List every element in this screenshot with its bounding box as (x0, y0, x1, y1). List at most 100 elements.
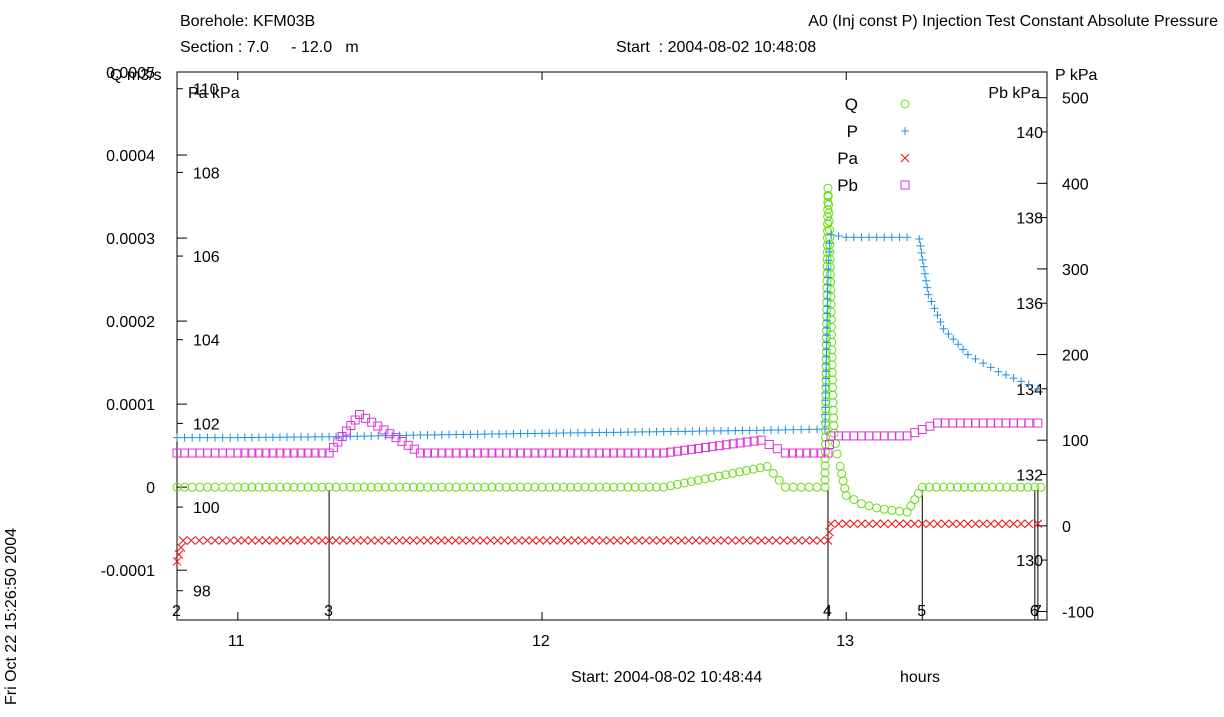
data-point (1001, 370, 1010, 379)
data-point (240, 482, 250, 492)
data-point (240, 536, 250, 545)
data-point (821, 410, 830, 419)
data-point (823, 536, 833, 545)
data-point (731, 426, 740, 435)
data-point (616, 448, 626, 458)
data-point (573, 428, 582, 437)
data-point (749, 436, 759, 446)
data-point (408, 482, 418, 492)
data-point (247, 448, 257, 458)
data-point (580, 482, 590, 492)
data-point (1033, 384, 1042, 393)
data-point (423, 482, 433, 492)
data-point (835, 461, 845, 471)
data-point (430, 448, 440, 458)
data-point (820, 475, 830, 485)
data-point (801, 536, 811, 545)
data-point (709, 426, 718, 435)
q-tick-label: 0.0003 (106, 231, 155, 248)
data-point (275, 536, 285, 545)
pa-axis-ticks: 98 100 102 104 106 108 110 (177, 82, 220, 601)
data-point (748, 464, 758, 474)
data-point (714, 441, 724, 451)
data-point (948, 418, 958, 428)
data-point (225, 536, 235, 545)
data-point (900, 153, 910, 163)
data-point (959, 482, 969, 492)
data-point (734, 536, 744, 545)
data-point (666, 427, 675, 436)
data-point (988, 482, 998, 492)
data-point (749, 536, 759, 545)
data-point (566, 428, 575, 437)
data-point (380, 536, 390, 545)
data-point (895, 519, 904, 529)
data-point (194, 536, 204, 545)
data-point (822, 324, 831, 333)
data-point (900, 99, 910, 109)
series-pb (172, 410, 1043, 458)
data-point (939, 324, 948, 333)
data-point (551, 482, 561, 492)
data-point (794, 536, 803, 545)
data-point (408, 536, 418, 545)
data-point (716, 426, 725, 435)
data-point (887, 233, 896, 242)
data-point (598, 536, 608, 545)
data-point (789, 425, 798, 434)
data-point (479, 536, 488, 545)
data-point (494, 448, 504, 458)
data-point (826, 519, 836, 529)
data-point (887, 519, 897, 529)
data-point (822, 345, 831, 354)
data-point (917, 519, 927, 529)
data-point (268, 433, 277, 442)
data-point (473, 448, 483, 458)
data-point (936, 318, 945, 327)
data-point (195, 482, 205, 492)
data-point (516, 429, 525, 438)
q-tick-label: 0.0005 (106, 65, 155, 82)
data-point (804, 482, 814, 492)
data-point (825, 262, 835, 272)
data-point (927, 297, 936, 306)
data-point (967, 482, 977, 492)
data-point (925, 421, 935, 431)
data-point (394, 536, 404, 545)
event-label: 2 (172, 603, 181, 620)
data-point (591, 536, 601, 545)
start-bottom-label: Start: 2004-08-02 10:48:44 (571, 669, 762, 686)
data-point (566, 448, 576, 458)
data-point (338, 536, 348, 545)
data-point (825, 247, 834, 256)
data-point (594, 448, 604, 458)
data-point (917, 424, 927, 434)
data-point (755, 463, 765, 473)
data-point (437, 536, 446, 545)
pa-tick-label: 104 (193, 333, 220, 350)
data-point (698, 536, 708, 545)
data-point (986, 519, 996, 529)
x-tick-label: 13 (836, 633, 854, 650)
data-point (303, 448, 313, 458)
data-point (559, 429, 568, 438)
data-point (764, 439, 774, 449)
data-point (282, 448, 292, 458)
data-point (938, 482, 948, 492)
legend-label: Q (845, 95, 858, 114)
p-tick-label: 500 (1062, 91, 1089, 108)
data-point (366, 536, 376, 545)
data-point (720, 536, 729, 545)
data-point (1036, 482, 1046, 492)
data-point (437, 482, 447, 492)
test-title: A0 (Inj const P) Injection Test Constant… (808, 13, 1218, 30)
data-point (724, 426, 733, 435)
data-point (353, 432, 362, 441)
data-point (742, 437, 752, 447)
data-point (261, 482, 271, 492)
data-point (842, 233, 851, 242)
data-point (296, 482, 306, 492)
data-point (1016, 519, 1026, 529)
data-point (508, 448, 518, 458)
data-point (901, 127, 909, 135)
